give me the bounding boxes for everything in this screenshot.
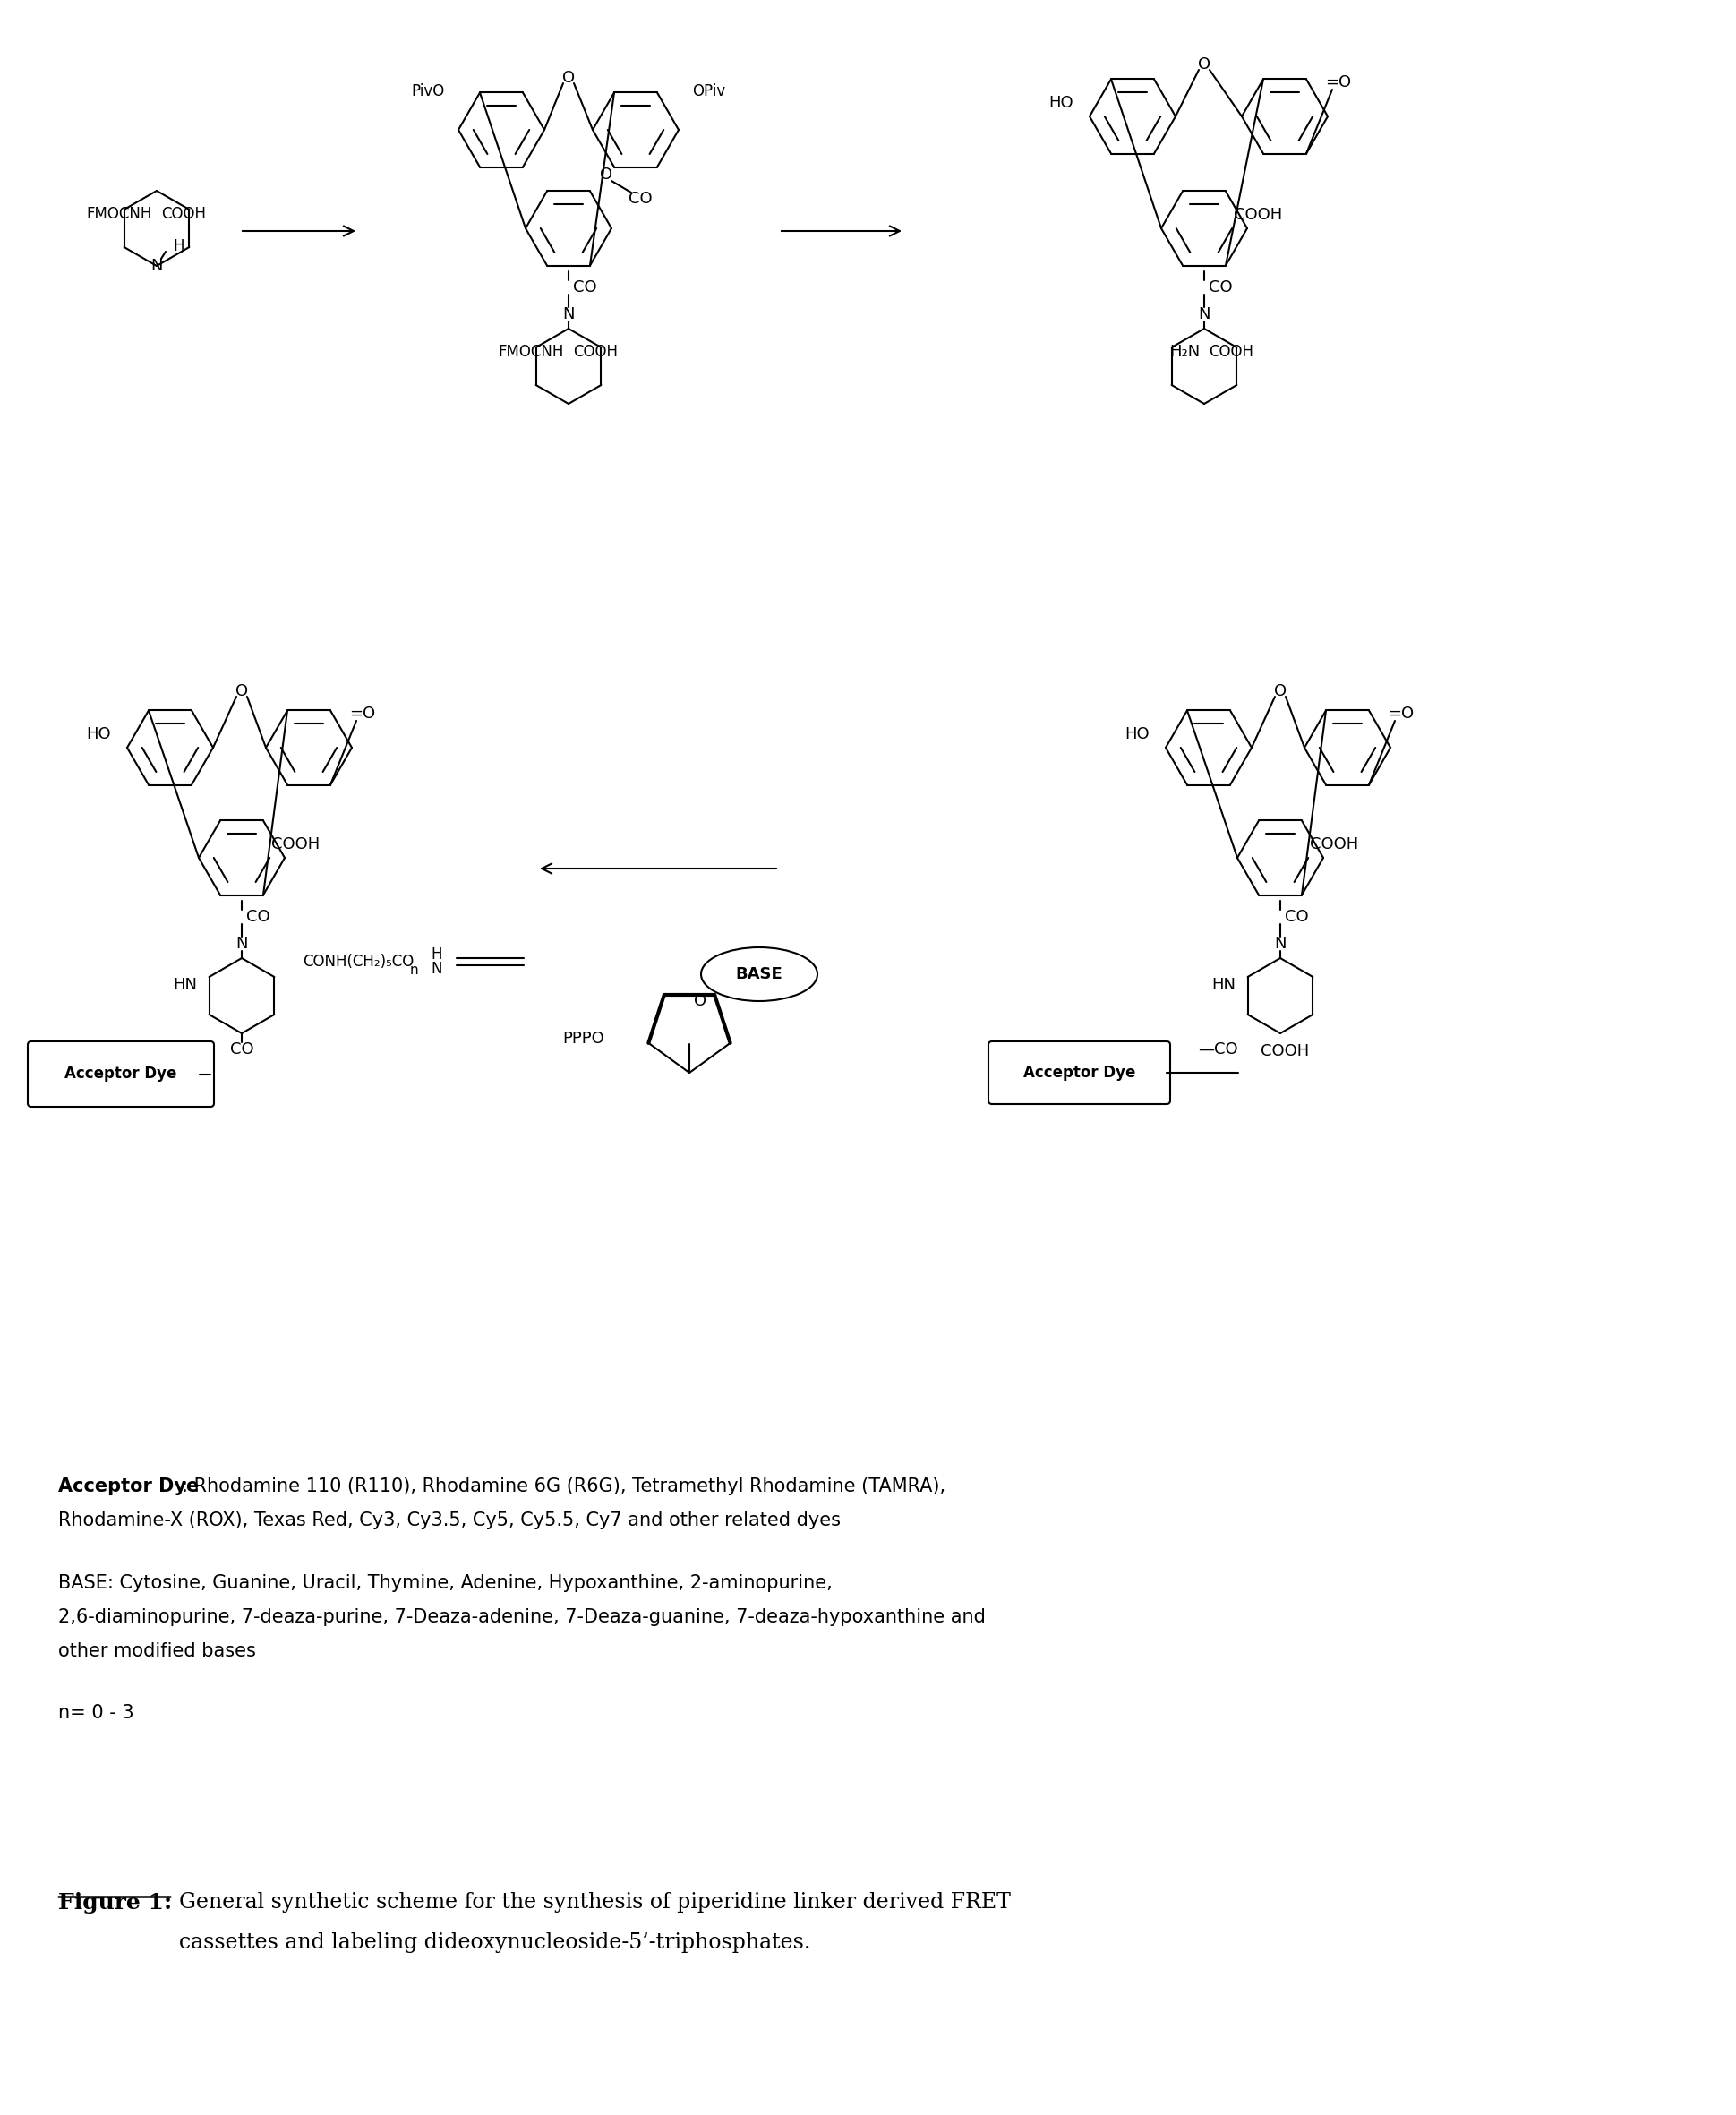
Text: FMOCNH: FMOCNH xyxy=(87,205,153,222)
Text: FMOCNH: FMOCNH xyxy=(498,345,564,360)
Text: COOH: COOH xyxy=(161,205,207,222)
Text: n= 0 - 3: n= 0 - 3 xyxy=(59,1705,134,1722)
Text: COOH: COOH xyxy=(271,835,319,852)
Text: General synthetic scheme for the synthesis of piperidine linker derived FRET: General synthetic scheme for the synthes… xyxy=(179,1893,1010,1912)
FancyBboxPatch shape xyxy=(28,1041,214,1106)
Text: 2,6-diaminopurine, 7-deaza-purine, 7-Deaza-adenine, 7-Deaza-guanine, 7-deaza-hyp: 2,6-diaminopurine, 7-deaza-purine, 7-Dea… xyxy=(59,1607,986,1626)
Text: Acceptor Dye: Acceptor Dye xyxy=(59,1478,200,1495)
Text: HN: HN xyxy=(1212,977,1236,994)
Text: HO: HO xyxy=(1049,95,1073,110)
Text: N: N xyxy=(151,258,163,275)
Text: HO: HO xyxy=(87,725,111,742)
Text: COOH: COOH xyxy=(1309,835,1358,852)
Text: CONH(CH₂)₅CO: CONH(CH₂)₅CO xyxy=(302,954,413,971)
Text: O: O xyxy=(694,994,707,1009)
Text: COOH: COOH xyxy=(573,345,618,360)
Text: N: N xyxy=(236,935,248,952)
Text: HN: HN xyxy=(174,977,196,994)
Text: BASE: BASE xyxy=(736,967,783,981)
Text: PivO: PivO xyxy=(411,82,444,99)
Text: CO: CO xyxy=(628,190,653,207)
Text: CO: CO xyxy=(573,279,597,296)
Text: H: H xyxy=(431,948,443,962)
Text: other modified bases: other modified bases xyxy=(59,1641,255,1660)
Ellipse shape xyxy=(701,948,818,1000)
Text: O: O xyxy=(1274,683,1286,700)
Text: Rhodamine-X (ROX), Texas Red, Cy3, Cy3.5, Cy5, Cy5.5, Cy7 and other related dyes: Rhodamine-X (ROX), Texas Red, Cy3, Cy3.5… xyxy=(59,1512,840,1529)
FancyBboxPatch shape xyxy=(988,1041,1170,1104)
Text: CO: CO xyxy=(1285,909,1309,924)
Text: =O: =O xyxy=(349,706,375,721)
Text: N: N xyxy=(1198,307,1210,321)
Text: COOH: COOH xyxy=(1208,345,1253,360)
Text: =O: =O xyxy=(1326,74,1352,91)
Text: Acceptor Dye: Acceptor Dye xyxy=(64,1066,177,1083)
Text: N: N xyxy=(1274,935,1286,952)
Text: n: n xyxy=(410,964,418,977)
Text: : Rhodamine 110 (R110), Rhodamine 6G (R6G), Tetramethyl Rhodamine (TAMRA),: : Rhodamine 110 (R110), Rhodamine 6G (R6… xyxy=(182,1478,946,1495)
Text: O: O xyxy=(601,167,613,182)
Text: PPPO: PPPO xyxy=(562,1030,604,1047)
Text: O: O xyxy=(236,683,248,700)
Text: =O: =O xyxy=(1389,706,1415,721)
Text: H: H xyxy=(174,239,184,254)
Text: CO: CO xyxy=(229,1041,253,1058)
Text: Acceptor Dye: Acceptor Dye xyxy=(1023,1064,1135,1081)
Text: HO: HO xyxy=(1125,725,1149,742)
Text: COOH: COOH xyxy=(1260,1043,1309,1060)
Text: Figure 1:: Figure 1: xyxy=(59,1893,172,1914)
Text: cassettes and labeling dideoxynucleoside-5’-triphosphates.: cassettes and labeling dideoxynucleoside… xyxy=(179,1933,811,1952)
Text: H₂N: H₂N xyxy=(1168,345,1200,360)
Text: COOH: COOH xyxy=(1234,207,1283,222)
Text: O: O xyxy=(1198,57,1210,72)
Text: CO: CO xyxy=(1208,279,1233,296)
Text: OPiv: OPiv xyxy=(693,82,726,99)
Text: BASE: Cytosine, Guanine, Uracil, Thymine, Adenine, Hypoxanthine, 2-aminopurine,: BASE: Cytosine, Guanine, Uracil, Thymine… xyxy=(59,1574,832,1593)
Text: N: N xyxy=(431,960,443,977)
Text: N: N xyxy=(562,307,575,321)
Text: CO: CO xyxy=(247,909,269,924)
Text: O: O xyxy=(562,70,575,87)
Text: —CO: —CO xyxy=(1198,1041,1238,1058)
